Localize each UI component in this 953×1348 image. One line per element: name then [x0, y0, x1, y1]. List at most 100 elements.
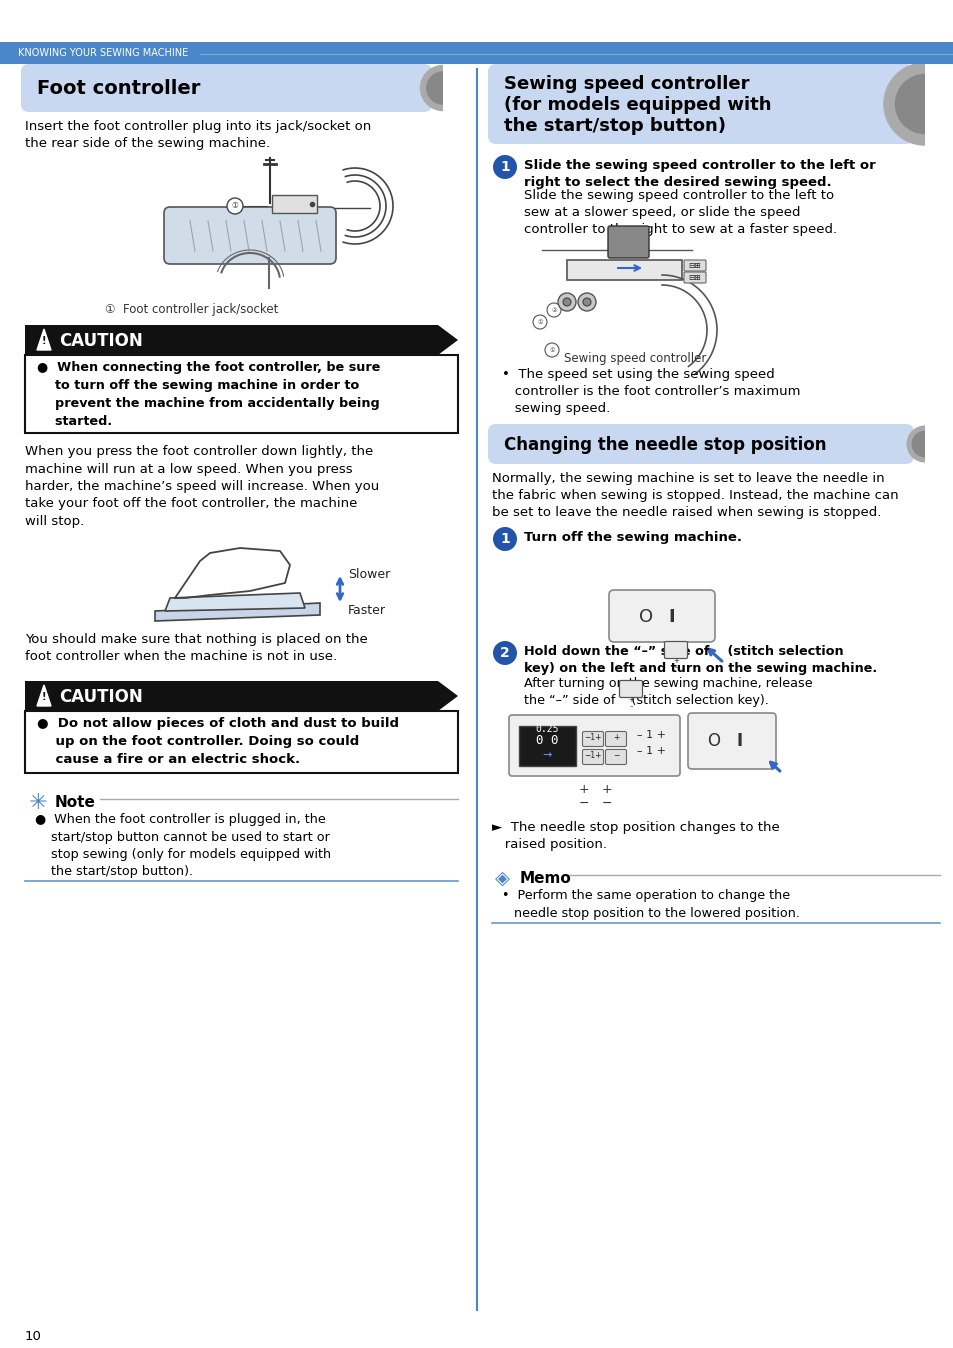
Text: 2: 2 — [499, 646, 509, 661]
Wedge shape — [911, 430, 924, 457]
Text: 1: 1 — [499, 160, 509, 174]
Text: ①  Foot controller jack/socket: ① Foot controller jack/socket — [105, 303, 278, 315]
Circle shape — [558, 293, 576, 311]
Circle shape — [533, 315, 546, 329]
Text: When you press the foot controller down lightly, the
machine will run at a low s: When you press the foot controller down … — [25, 445, 379, 528]
Text: ●  Do not allow pieces of cloth and dust to build
    up on the foot controller.: ● Do not allow pieces of cloth and dust … — [37, 717, 398, 766]
FancyBboxPatch shape — [683, 260, 705, 271]
Text: +
–: + – — [627, 697, 634, 709]
Text: →: → — [541, 749, 551, 760]
Text: Sewing speed controller
(for models equipped with
the start/stop button): Sewing speed controller (for models equi… — [503, 75, 771, 135]
Circle shape — [493, 155, 517, 179]
Text: +: + — [601, 783, 612, 797]
FancyBboxPatch shape — [488, 63, 913, 144]
Circle shape — [578, 293, 596, 311]
Text: I: I — [736, 732, 742, 749]
Text: ①: ① — [232, 201, 238, 210]
Text: ◈: ◈ — [495, 869, 510, 888]
Text: ●  When connecting the foot controller, be sure
    to turn off the sewing machi: ● When connecting the foot controller, b… — [37, 361, 380, 429]
Text: !: ! — [42, 692, 46, 701]
Circle shape — [227, 198, 243, 214]
Text: ②: ② — [551, 307, 557, 313]
Polygon shape — [165, 593, 305, 611]
FancyBboxPatch shape — [25, 710, 457, 772]
Text: ①: ① — [549, 348, 555, 352]
Text: Memo: Memo — [519, 871, 571, 886]
Text: −1+: −1+ — [583, 733, 601, 743]
Circle shape — [562, 298, 571, 306]
Text: Sewing speed controller: Sewing speed controller — [563, 352, 705, 365]
Text: Note: Note — [55, 795, 95, 810]
Text: ⊟⊞: ⊟⊞ — [688, 260, 700, 270]
Text: Insert the foot controller plug into its jack/socket on
the rear side of the sew: Insert the foot controller plug into its… — [25, 120, 371, 151]
Text: After turning on the sewing machine, release
the “–” side of    (stitch selectio: After turning on the sewing machine, rel… — [523, 677, 812, 706]
FancyBboxPatch shape — [164, 208, 335, 264]
Text: O: O — [639, 608, 653, 625]
FancyBboxPatch shape — [488, 425, 913, 464]
Text: You should make sure that nothing is placed on the
foot controller when the mach: You should make sure that nothing is pla… — [25, 634, 367, 663]
Text: Hold down the “–” side of    (stitch selection
key) on the left and turn on the : Hold down the “–” side of (stitch select… — [523, 644, 876, 675]
Wedge shape — [882, 62, 924, 146]
FancyBboxPatch shape — [21, 63, 432, 112]
Text: Changing the needle stop position: Changing the needle stop position — [503, 435, 825, 454]
Circle shape — [546, 303, 560, 317]
FancyBboxPatch shape — [683, 272, 705, 283]
Text: I: I — [668, 608, 675, 625]
Text: −: − — [601, 797, 612, 810]
Text: Turn off the sewing machine.: Turn off the sewing machine. — [523, 531, 741, 545]
Text: 10: 10 — [25, 1330, 42, 1343]
FancyBboxPatch shape — [605, 732, 626, 747]
Text: •  The speed set using the sewing speed
   controller is the foot controller’s m: • The speed set using the sewing speed c… — [501, 368, 800, 415]
Polygon shape — [37, 685, 51, 706]
Circle shape — [493, 527, 517, 551]
Text: ✳: ✳ — [29, 793, 48, 813]
FancyBboxPatch shape — [608, 590, 714, 642]
Circle shape — [544, 342, 558, 357]
Text: +: + — [612, 733, 618, 743]
Circle shape — [493, 642, 517, 665]
Polygon shape — [37, 329, 51, 350]
Text: !: ! — [42, 336, 46, 345]
Text: Slide the sewing speed controller to the left or
right to select the desired sew: Slide the sewing speed controller to the… — [523, 159, 875, 189]
FancyBboxPatch shape — [272, 195, 316, 213]
FancyBboxPatch shape — [25, 355, 457, 433]
Text: CAUTION: CAUTION — [59, 332, 143, 349]
Text: O: O — [707, 732, 720, 749]
Text: 1: 1 — [499, 532, 509, 546]
Text: Slide the sewing speed controller to the left to
sew at a slower speed, or slide: Slide the sewing speed controller to the… — [523, 189, 836, 236]
FancyBboxPatch shape — [618, 681, 641, 697]
Text: ⊟⊞: ⊟⊞ — [688, 272, 700, 282]
Polygon shape — [25, 325, 457, 355]
Wedge shape — [419, 65, 442, 111]
Polygon shape — [25, 681, 457, 710]
FancyBboxPatch shape — [687, 713, 775, 768]
Wedge shape — [894, 74, 924, 135]
Text: KNOWING YOUR SEWING MACHINE: KNOWING YOUR SEWING MACHINE — [18, 49, 188, 58]
Text: Slower: Slower — [348, 569, 390, 581]
FancyBboxPatch shape — [605, 749, 626, 764]
Text: Faster: Faster — [348, 604, 386, 617]
Text: – 1 +: – 1 + — [637, 745, 665, 756]
Text: ►  The needle stop position changes to the
   raised position.: ► The needle stop position changes to th… — [492, 821, 779, 851]
Text: Foot controller: Foot controller — [37, 80, 200, 98]
Wedge shape — [426, 71, 442, 105]
Text: CAUTION: CAUTION — [59, 687, 143, 705]
Text: 0.25: 0.25 — [535, 724, 558, 735]
Text: – 1 +: – 1 + — [637, 731, 665, 740]
Text: +
–: + – — [673, 658, 679, 670]
FancyBboxPatch shape — [518, 727, 576, 766]
Text: −: − — [578, 797, 589, 810]
Text: 0 0: 0 0 — [536, 735, 558, 748]
FancyBboxPatch shape — [566, 260, 681, 280]
FancyBboxPatch shape — [582, 749, 603, 764]
Text: Normally, the sewing machine is set to leave the needle in
the fabric when sewin: Normally, the sewing machine is set to l… — [492, 472, 898, 519]
FancyBboxPatch shape — [0, 42, 953, 63]
Wedge shape — [905, 426, 924, 462]
Text: •  Perform the same operation to change the
   needle stop position to the lower: • Perform the same operation to change t… — [501, 888, 800, 919]
FancyBboxPatch shape — [607, 226, 648, 257]
Text: ①: ① — [537, 319, 542, 325]
Polygon shape — [154, 603, 319, 621]
Text: ●  When the foot controller is plugged in, the
    start/stop button cannot be u: ● When the foot controller is plugged in… — [35, 813, 331, 879]
Text: −: − — [612, 751, 618, 760]
FancyBboxPatch shape — [664, 642, 687, 659]
